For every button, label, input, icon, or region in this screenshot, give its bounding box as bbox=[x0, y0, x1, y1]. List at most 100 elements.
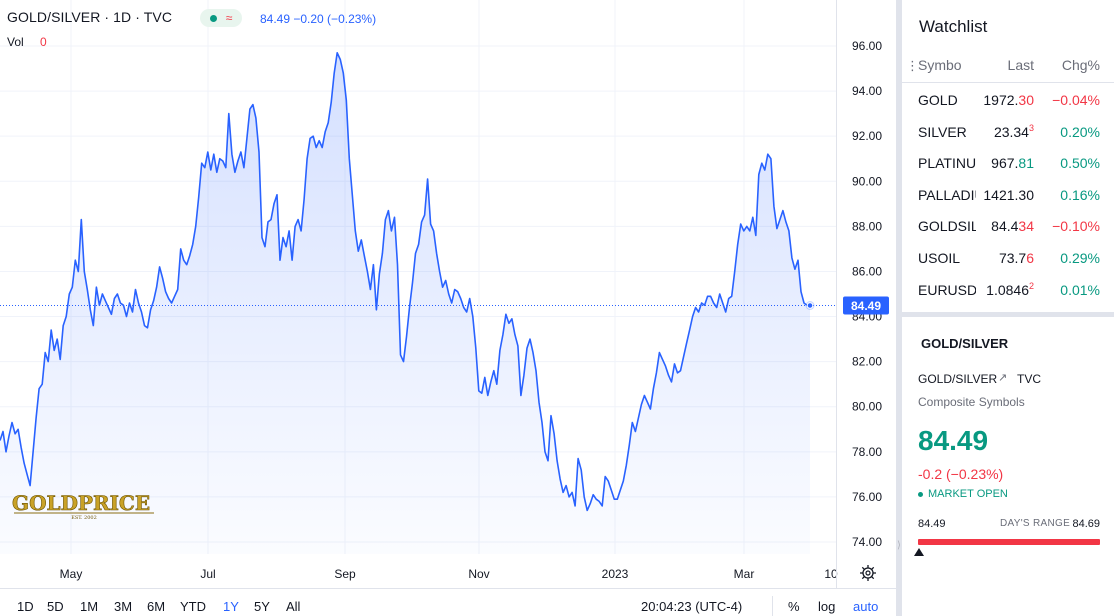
range-button-1d[interactable]: 1D bbox=[17, 599, 34, 614]
range-button-5d[interactable]: 5D bbox=[47, 599, 64, 614]
percent-scale-toggle[interactable]: % bbox=[788, 599, 800, 614]
status-dot-icon bbox=[918, 491, 923, 497]
range-button-5y[interactable]: 5Y bbox=[254, 599, 270, 614]
volume-value: 0 bbox=[40, 35, 47, 49]
column-header-symbol[interactable]: Symbo bbox=[918, 57, 962, 73]
y-axis-tick-label: 78.00 bbox=[852, 445, 882, 459]
watchlist-change-percent: 0.50% bbox=[1060, 155, 1100, 172]
watchlist-change-percent: 0.01% bbox=[1060, 281, 1100, 298]
y-axis-tick-label: 96.00 bbox=[852, 39, 882, 53]
watchlist-symbol: EURUSD bbox=[918, 281, 976, 298]
watchlist-row-eurusd[interactable]: EURUSD 1.08462 0.01% bbox=[902, 276, 1114, 307]
watchlist-last-main: 1421.30 bbox=[983, 186, 1034, 203]
watchlist-last-price: 1.08462 bbox=[986, 281, 1034, 298]
panel-section-divider[interactable] bbox=[902, 312, 1114, 317]
watchlist-change-percent: −0.04% bbox=[1052, 92, 1100, 108]
price-chart[interactable]: 74.0076.0078.0080.0082.0084.0086.0088.00… bbox=[0, 0, 896, 596]
watchlist-symbol: PLATINUM bbox=[918, 155, 976, 172]
details-symbol-link[interactable]: GOLD/SILVER bbox=[918, 372, 998, 386]
watchlist-last-price: 23.343 bbox=[993, 122, 1034, 140]
x-axis-tick-label: 2023 bbox=[602, 567, 629, 581]
x-axis-tick-label: May bbox=[60, 567, 83, 581]
gear-icon[interactable] bbox=[860, 565, 876, 581]
watchlist-last-main: 1972. bbox=[983, 92, 1019, 108]
right-sidebar: Watchlist ⋮ Symbo Last Chg% GOLD 1972.30 −… bbox=[902, 0, 1114, 616]
y-axis-tick-label: 92.00 bbox=[852, 129, 882, 143]
range-button-6m[interactable]: 6M bbox=[147, 599, 166, 614]
volume-label[interactable]: Vol bbox=[7, 35, 24, 49]
range-button-all[interactable]: All bbox=[286, 599, 301, 614]
market-status: MARKET OPEN bbox=[918, 488, 1008, 500]
watchlist-title[interactable]: Watchlist bbox=[919, 17, 988, 36]
external-link-icon[interactable]: ↗ bbox=[998, 372, 1008, 384]
x-axis-tick-label: 10 bbox=[824, 567, 838, 581]
day-range-label: DAY'S RANGE bbox=[1000, 518, 1071, 529]
chart-pane[interactable]: 74.00 76.00 78.00 80.00 82.00 84.00 86.00 88.00… bbox=[0, 0, 896, 616]
x-axis-tick-label: Jul bbox=[200, 567, 215, 581]
watchlist-change-percent: 0.29% bbox=[1060, 250, 1100, 266]
y-axis-tick-label: 88.00 bbox=[852, 219, 882, 233]
watchlist-last-changed-digits: 6 bbox=[1026, 250, 1034, 266]
watchlist-last-main: 84.4 bbox=[991, 218, 1019, 235]
watchlist-row-platinum[interactable]: PLATINUM 967.81 0.50% bbox=[902, 149, 1114, 180]
last-point bbox=[806, 302, 814, 309]
watchlist-row-goldsilver[interactable]: GOLDSILVER 84.434 −0.10% bbox=[902, 212, 1114, 243]
collapse-chevron-icon[interactable]: ⟩ bbox=[897, 540, 901, 551]
day-range-bar bbox=[918, 539, 1100, 545]
market-status-label: MARKET OPEN bbox=[928, 488, 1008, 500]
drag-handle-icon[interactable]: ⋮ bbox=[906, 58, 919, 73]
market-open-dot-icon bbox=[209, 14, 217, 22]
watchlist-change-percent: −0.10% bbox=[1052, 218, 1100, 235]
watchlist-row-palladium[interactable]: PALLADIUM 1421.30 0.16% bbox=[902, 181, 1114, 212]
bottom-toolbar: 1D 5D 1M 3M 6M YTD 1Y 5Y All 20:04:23 (U… bbox=[0, 596, 896, 616]
watchlist-last-main: 73.7 bbox=[998, 250, 1027, 266]
auto-scale-toggle[interactable]: auto bbox=[853, 599, 879, 614]
watchlist-row-gold[interactable]: GOLD 1972.30 −0.04% bbox=[902, 86, 1114, 117]
market-status-pill[interactable]: ≈ bbox=[200, 9, 242, 27]
y-axis-tick-label: 74.00 bbox=[852, 535, 882, 549]
watchlist-last-price: 967.81 bbox=[991, 155, 1034, 171]
watchlist-last-price: 1421.30 bbox=[983, 187, 1034, 203]
clock-timezone[interactable]: 20:04:23 (UTC-4) bbox=[641, 599, 743, 614]
svg-text:EST. 2002: EST. 2002 bbox=[71, 515, 97, 521]
details-last-price: 84.49 bbox=[918, 425, 989, 456]
watchlist-row-usoil[interactable]: USOIL 73.76 0.29% bbox=[902, 244, 1114, 275]
x-axis-tick-label: Nov bbox=[468, 567, 489, 581]
toolbar-divider bbox=[772, 596, 773, 616]
y-axis-tick-label: 82.00 bbox=[852, 355, 882, 369]
details-description: Composite Symbols bbox=[918, 395, 1025, 409]
column-header-change[interactable]: Chg% bbox=[1061, 57, 1100, 73]
range-button-3m[interactable]: 3M bbox=[114, 599, 133, 614]
watchlist-symbol: USOIL bbox=[918, 250, 961, 266]
pane-divider[interactable] bbox=[896, 0, 902, 616]
watchlist-last-pip: 3 bbox=[1028, 122, 1034, 133]
y-axis-tick-label: 90.00 bbox=[852, 174, 882, 188]
y-axis-tick-label: 80.00 bbox=[852, 400, 882, 414]
day-range-high: 84.69 bbox=[1072, 518, 1100, 530]
y-axis-tick-label: 76.00 bbox=[852, 490, 882, 504]
watchlist-last-main: 23.34 bbox=[993, 123, 1029, 140]
watchlist-header: ⋮ Symbo Last Chg% bbox=[902, 56, 1114, 78]
range-button-1y[interactable]: 1Y bbox=[223, 599, 239, 614]
column-header-last[interactable]: Last bbox=[1007, 57, 1034, 73]
symbol-legend-title[interactable]: GOLD/SILVER · 1D · TVC bbox=[7, 9, 173, 25]
watchlist-symbol: PALLADIUM bbox=[918, 186, 976, 203]
wave-icon: ≈ bbox=[225, 11, 233, 25]
watchlist-last-price: 84.434 bbox=[991, 218, 1034, 234]
watchlist-last-price: 1972.30 bbox=[983, 92, 1034, 108]
legend-price-change: 84.49 −0.20 (−0.23%) bbox=[260, 12, 377, 26]
watchlist-last-changed-digits: 34 bbox=[1018, 218, 1034, 235]
watchlist-change-percent: 0.20% bbox=[1060, 123, 1100, 140]
watchlist-last-main: 1.0846 bbox=[986, 281, 1029, 298]
watchlist-last-main: 967. bbox=[991, 155, 1019, 172]
range-button-1m[interactable]: 1M bbox=[80, 599, 99, 614]
watchlist-symbol: GOLD bbox=[918, 92, 958, 108]
day-range-low: 84.49 bbox=[918, 518, 946, 530]
log-scale-toggle[interactable]: log bbox=[818, 599, 836, 614]
watchlist-last-changed-digits: 81 bbox=[1018, 155, 1034, 172]
watchlist-change-percent: 0.16% bbox=[1060, 186, 1100, 203]
range-button-ytd[interactable]: YTD bbox=[180, 599, 206, 614]
watchlist-row-silver[interactable]: SILVER 23.343 0.20% bbox=[902, 118, 1114, 149]
watchlist-last-price: 73.76 bbox=[999, 250, 1034, 266]
